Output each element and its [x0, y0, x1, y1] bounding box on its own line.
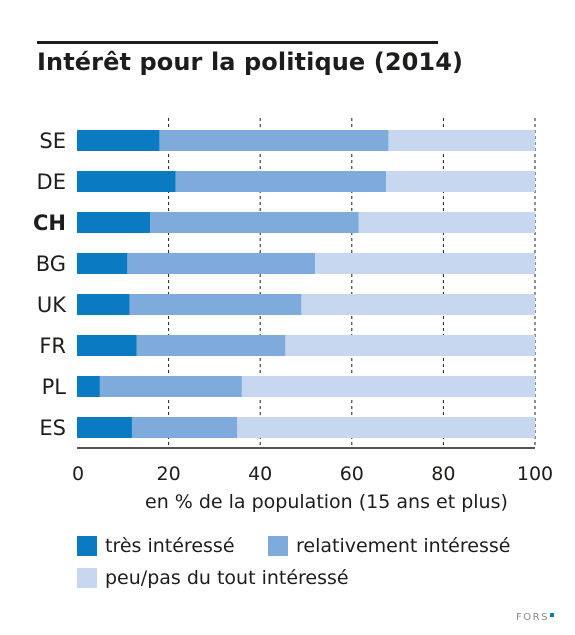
- x-tick-label: 80: [431, 463, 455, 485]
- bar-segment-2: [150, 212, 359, 233]
- bar-segment-2: [127, 253, 316, 274]
- x-tick-label: 20: [157, 463, 181, 485]
- x-tick-label: 100: [517, 463, 553, 485]
- category-label: PL: [42, 375, 67, 399]
- x-tick-label: 60: [340, 463, 364, 485]
- x-axis-label: en % de la population (15 ans et plus): [145, 491, 508, 513]
- legend-item-peu: peu/pas du tout intéressé: [77, 567, 349, 589]
- title-rule: [37, 41, 438, 44]
- bar-chart: SE DE CH BG UK FR PL ES 0 20 40 60 80 100 en % de la…: [33, 118, 553, 513]
- bar-segment-2: [159, 130, 389, 151]
- bar-segment-1: [77, 376, 100, 397]
- bar-segment-3: [241, 376, 535, 397]
- bar-segment-3: [386, 171, 535, 192]
- bar-segment-3: [301, 294, 535, 315]
- bar-segment-1: [77, 335, 137, 356]
- bar-segment-2: [175, 171, 387, 192]
- category-label: DE: [37, 170, 66, 194]
- bar-segment-3: [237, 417, 536, 438]
- bar-segment-3: [358, 212, 535, 233]
- bar-segment-2: [136, 335, 286, 356]
- category-label: UK: [37, 293, 67, 317]
- category-label: BG: [36, 252, 66, 276]
- bar-segment-2: [131, 417, 238, 438]
- legend-label-peu: peu/pas du tout intéressé: [105, 567, 349, 589]
- bar-segment-1: [77, 212, 151, 233]
- category-label: ES: [39, 416, 66, 440]
- bar-segment-3: [388, 130, 535, 151]
- bar-segment-2: [99, 376, 242, 397]
- x-tick-labels: 0 20 40 60 80 100: [72, 463, 553, 485]
- fors-logo: FORS: [516, 612, 554, 623]
- legend: très intéressé relativement intéressé pe…: [77, 535, 557, 595]
- legend-item-tres: très intéressé: [77, 535, 235, 557]
- category-label: CH: [33, 211, 66, 235]
- bar-segment-1: [77, 294, 130, 315]
- legend-swatch-peu: [77, 568, 97, 588]
- category-label: SE: [39, 129, 66, 153]
- bar-segment-1: [77, 417, 132, 438]
- legend-item-relativement: relativement intéressé: [268, 535, 510, 557]
- bar-segment-3: [315, 253, 535, 274]
- category-label: FR: [39, 334, 66, 358]
- bar-segment-3: [285, 335, 535, 356]
- legend-label-tres: très intéressé: [105, 535, 235, 557]
- bar-segment-1: [77, 130, 160, 151]
- category-labels: SE DE CH BG UK FR PL ES: [33, 129, 67, 440]
- gridlines: [168, 118, 536, 448]
- bar-segment-1: [77, 253, 128, 274]
- bar-stacks: [77, 130, 536, 438]
- legend-swatch-tres: [77, 536, 97, 556]
- legend-swatch-relativement: [268, 536, 288, 556]
- legend-label-relativement: relativement intéressé: [296, 535, 511, 557]
- chart-title: Intérêt pour la politique (2014): [37, 48, 464, 76]
- bar-segment-2: [129, 294, 302, 315]
- x-tick-label: 0: [72, 463, 84, 485]
- x-tick-label: 40: [248, 463, 272, 485]
- bar-segment-1: [77, 171, 176, 192]
